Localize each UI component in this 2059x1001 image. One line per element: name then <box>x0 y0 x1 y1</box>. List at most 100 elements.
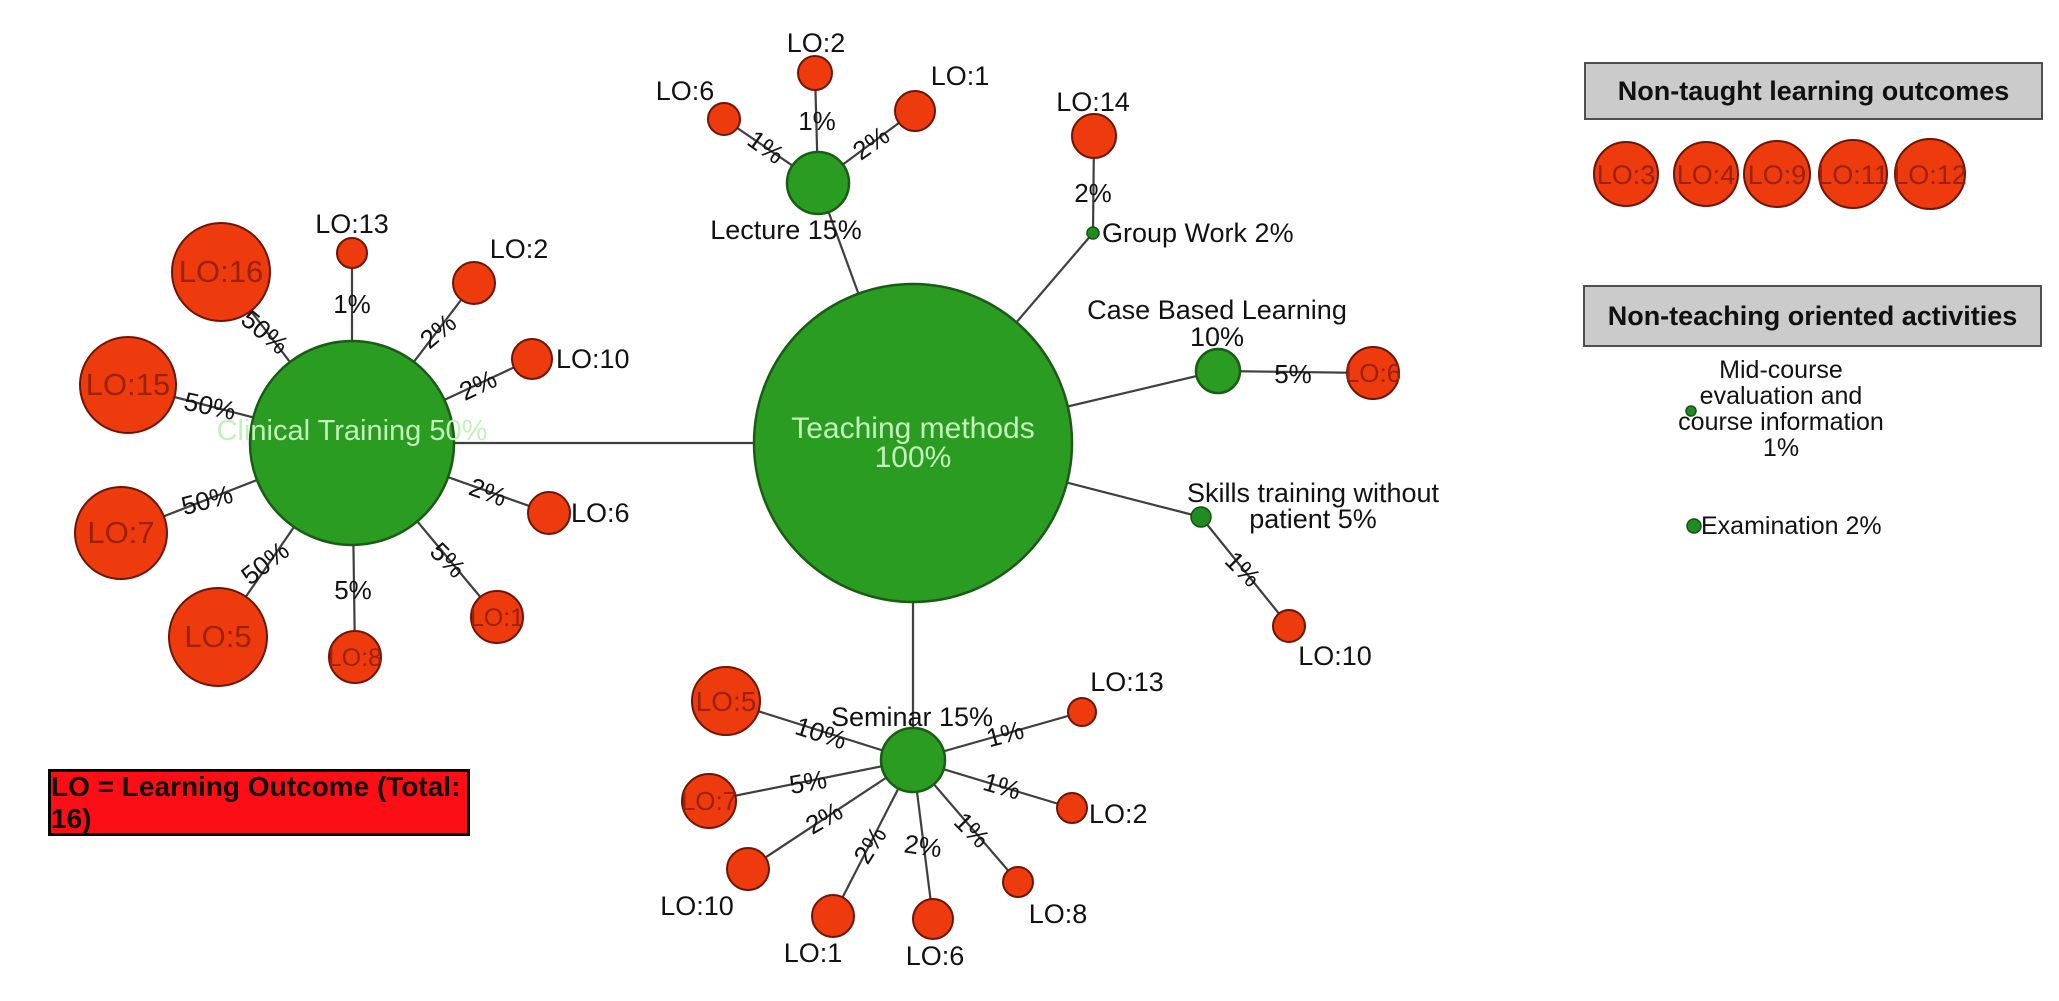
outcome-node-c-lo5 <box>168 587 268 687</box>
node-label-se-lo7: LO:7 <box>681 786 737 816</box>
outcome-node-nt-lo12 <box>1894 138 1966 210</box>
node-caption-groupdot: Group Work 2% <box>1102 218 1294 248</box>
edge-label: 2% <box>847 120 895 166</box>
edge-label: 5% <box>334 575 372 605</box>
outcome-node-c-lo16 <box>171 222 271 322</box>
dot-node-groupdot <box>1086 226 1100 240</box>
edge-seminar-se-lo7 <box>708 758 914 803</box>
outcome-node-c-lo8 <box>328 630 382 684</box>
method-node-clinical <box>248 339 456 547</box>
method-node-seminar <box>879 726 947 794</box>
node-label-c-lo5: LO:5 <box>184 619 251 654</box>
node-caption-c-lo10: LO:10 <box>556 344 630 374</box>
outcome-node-c-lo10 <box>511 338 553 380</box>
edge-skillsdot-s-lo10 <box>1200 516 1290 627</box>
edge-label: 1% <box>980 766 1024 805</box>
node-label-clinical: Clinical Training 50% <box>217 415 488 447</box>
node-caption-l-lo1: LO:1 <box>931 61 990 91</box>
midcourse-note-line: 1% <box>1762 434 1800 462</box>
outcome-node-se-lo5 <box>691 666 761 736</box>
outcome-node-c-lo6 <box>527 491 571 535</box>
node-caption-se-lo10: LO:10 <box>660 891 734 921</box>
outcome-node-se-lo8 <box>1002 866 1034 898</box>
node-caption-skillsdot: patient 5% <box>1249 504 1377 534</box>
node-caption-se-lo2: LO:2 <box>1089 799 1148 829</box>
outcome-node-c-lo1 <box>470 590 524 644</box>
node-caption-case: Case Based Learning <box>1087 295 1347 325</box>
edge-label: 2% <box>902 829 943 864</box>
node-caption-s-lo10: LO:10 <box>1298 641 1372 671</box>
edge-label: 2% <box>414 307 462 354</box>
node-label-c-lo16: LO:16 <box>179 254 263 289</box>
legend-text: LO = Learning Outcome (Total: 16) <box>51 770 461 834</box>
outcome-node-se-lo7 <box>681 773 737 829</box>
outcome-node-l-lo1 <box>894 90 936 132</box>
node-caption-l-lo2: LO:2 <box>787 28 846 58</box>
outcome-node-se-lo1 <box>811 894 855 938</box>
edge-label: 50% <box>235 535 294 591</box>
node-caption-case: 10% <box>1190 322 1244 352</box>
midcourse-note-line: evaluation and <box>1699 382 1863 410</box>
node-label-teaching: Teaching methods <box>791 412 1035 445</box>
node-label-nt-lo11: LO:11 <box>1817 160 1889 190</box>
edge-label: 2% <box>465 471 511 512</box>
outcome-node-se-lo10 <box>726 847 770 891</box>
node-label-se-lo5: LO:5 <box>696 686 757 717</box>
node-label-nt-lo3: LO:3 <box>1597 160 1656 190</box>
outcome-node-c-lo13 <box>336 237 368 269</box>
edge-label: 1% <box>798 106 836 136</box>
edge-label: 2% <box>800 796 848 841</box>
outcome-node-nt-lo3 <box>1593 141 1659 207</box>
node-label-nt-lo12: LO:12 <box>1893 160 1967 190</box>
outcome-node-se-lo13 <box>1067 697 1097 727</box>
edge-label: 1% <box>333 289 371 319</box>
outcome-node-c-lo7 <box>74 486 168 580</box>
midcourse-note-line: course information <box>1678 408 1884 436</box>
dot-node-middot <box>1685 405 1697 417</box>
outcome-node-c-lo15 <box>79 336 177 434</box>
outcome-node-l-lo2 <box>797 55 833 91</box>
dot-node-examdot <box>1686 518 1702 534</box>
outcome-node-se-lo6 <box>912 898 954 940</box>
edge-label: 1% <box>742 124 790 170</box>
outcome-node-c-lo2 <box>452 261 496 305</box>
dot-node-skillsdot <box>1190 506 1212 528</box>
node-label-c-lo1: LO:1 <box>470 604 524 632</box>
method-node-teaching <box>752 282 1074 604</box>
edge-label: 50% <box>178 479 236 521</box>
outcome-node-l-lo6 <box>707 102 741 136</box>
outcome-node-nt-lo4 <box>1673 141 1739 207</box>
non-taught-header-title: Non-taught learning outcomes <box>1617 75 2010 106</box>
midcourse-note: Mid-course evaluation and course informa… <box>1631 357 1931 461</box>
edge-label: 2% <box>847 821 892 869</box>
edge-label: 1% <box>1219 545 1267 593</box>
outcome-node-nt-lo9 <box>1743 140 1811 208</box>
edge-label: 5% <box>787 764 829 800</box>
node-caption-se-lo1: LO:1 <box>784 938 843 968</box>
non-teaching-header-title: Non-teaching oriented activities <box>1607 300 2018 331</box>
node-caption-lecture: Lecture 15% <box>710 215 862 245</box>
node-caption-se-lo13: LO:13 <box>1090 667 1164 697</box>
node-label-c-lo7: LO:7 <box>87 515 154 550</box>
edge-label: 2% <box>455 363 502 406</box>
outcome-node-cb-lo6 <box>1346 346 1400 400</box>
midcourse-note-line: Mid-course <box>1719 356 1843 384</box>
outcome-node-g-lo14 <box>1071 113 1117 159</box>
node-caption-se-lo6: LO:6 <box>906 941 965 971</box>
node-label-teaching: 100% <box>875 441 952 474</box>
node-caption-c-lo13: LO:13 <box>315 209 389 239</box>
non-taught-header-box: Non-taught learning outcomes <box>1584 62 2043 120</box>
outcome-node-nt-lo11 <box>1818 139 1888 209</box>
outcome-node-se-lo2 <box>1056 792 1088 824</box>
non-teaching-header-box: Non-teaching oriented activities <box>1583 285 2042 347</box>
node-label-c-lo8: LO:8 <box>328 644 382 672</box>
node-caption-c-lo2: LO:2 <box>490 234 549 264</box>
examination-note: Examination 2% <box>1701 512 1882 540</box>
node-caption-seminar: Seminar 15% <box>831 702 993 732</box>
method-node-lecture <box>785 150 851 216</box>
node-caption-se-lo8: LO:8 <box>1029 899 1088 929</box>
node-label-nt-lo9: LO:9 <box>1748 160 1807 190</box>
node-caption-g-lo14: LO:14 <box>1056 87 1130 117</box>
